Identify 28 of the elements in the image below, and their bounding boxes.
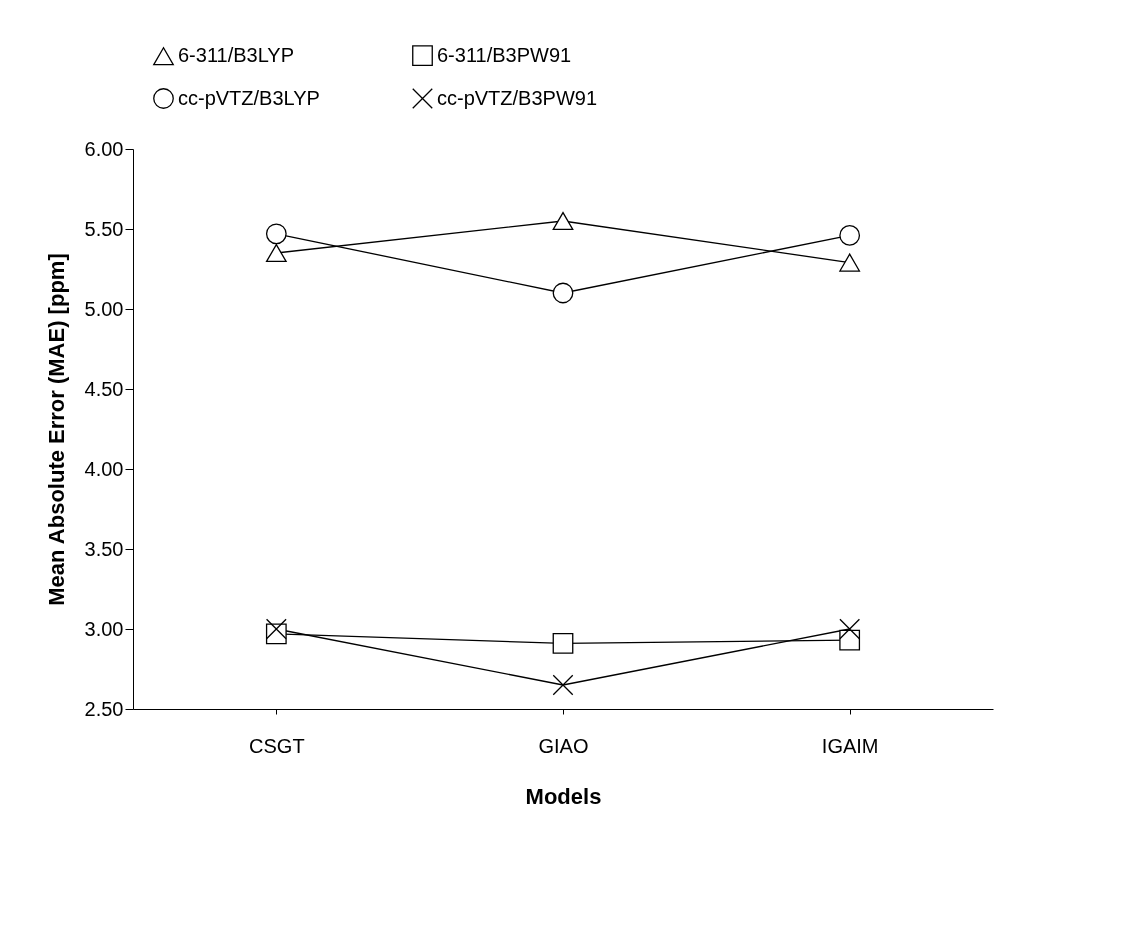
point (839, 253, 861, 272)
y-tick-label: 3.00 (84, 617, 124, 640)
y-tick-label: 5.50 (84, 217, 124, 240)
legend-label: cc-pVTZ/B3PW91 (437, 86, 598, 109)
point (265, 243, 287, 263)
x-axis-title: Models (525, 783, 602, 809)
x-tick-label: CSGT (249, 734, 305, 757)
point (552, 211, 574, 231)
point (265, 223, 287, 245)
legend-label: 6-311/B3PW91 (437, 43, 572, 66)
point (839, 225, 861, 246)
y-tick-label: 3.50 (84, 537, 124, 560)
x-tick-label: GIAO (538, 734, 589, 757)
point (265, 618, 287, 640)
legend-label: 6-311/B3LYP (178, 44, 295, 67)
point (552, 282, 574, 304)
y-tick-label: 2.50 (84, 697, 124, 720)
y-tick-label: 4.50 (84, 377, 124, 400)
legend-label: cc-pVTZ/B3LYP (178, 86, 320, 109)
x-tick-label: IGAIM (821, 734, 879, 757)
y-tick-label: 6.00 (84, 137, 124, 160)
point (839, 629, 861, 651)
point (552, 674, 574, 696)
y-tick-label: 5.00 (84, 297, 124, 320)
y-axis-title: Mean Absolute Error (MAE) [ppm] (43, 253, 69, 606)
point (552, 633, 574, 654)
point (839, 618, 861, 640)
y-tick-label: 4.00 (84, 457, 124, 480)
